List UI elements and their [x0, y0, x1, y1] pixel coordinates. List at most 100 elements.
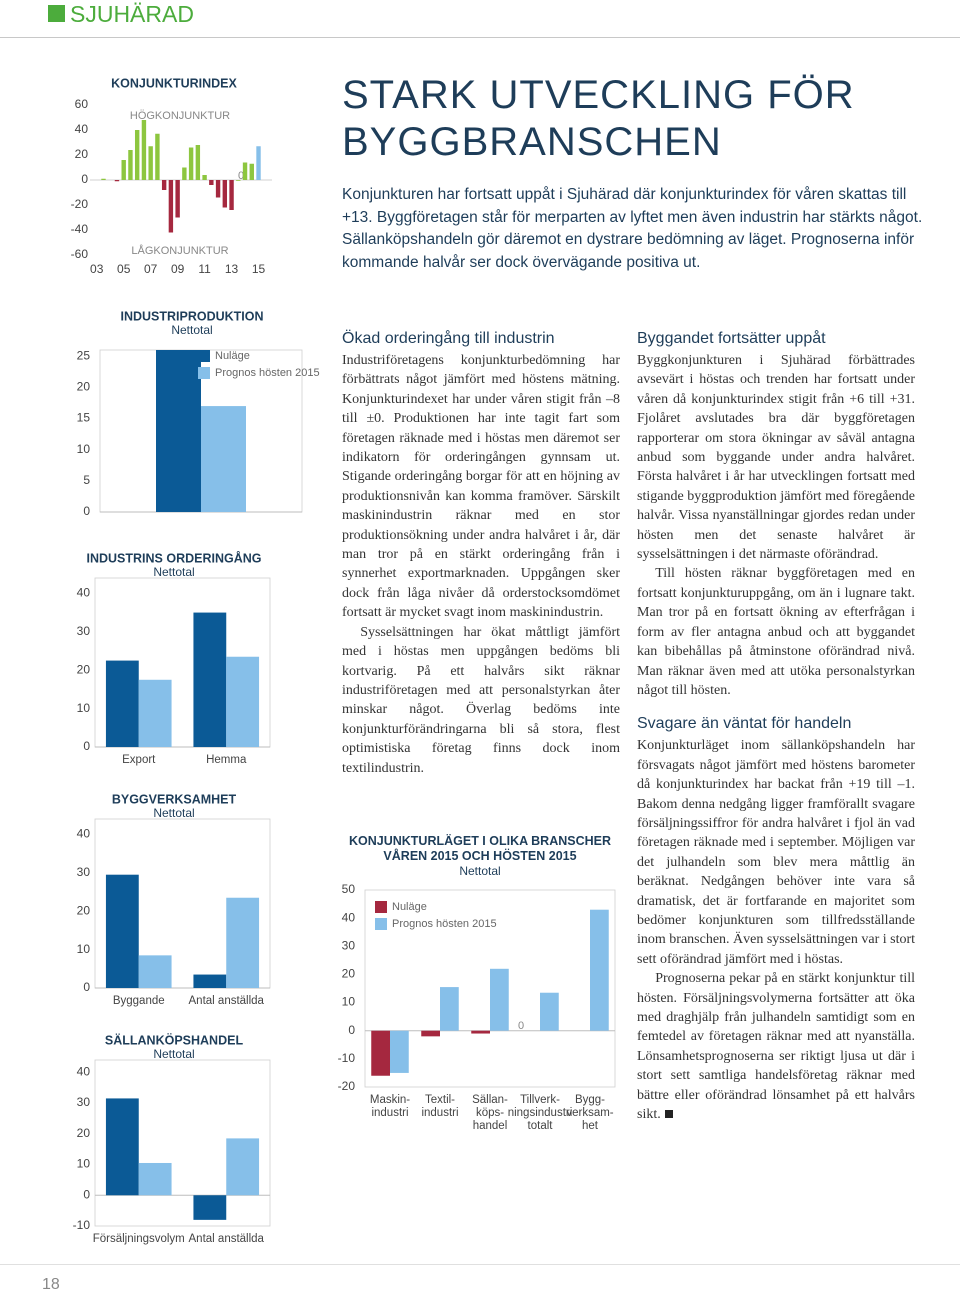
legend-label: Nuläge [392, 901, 427, 913]
y-tick-label: 15 [77, 411, 91, 425]
y-tick-label: 10 [77, 701, 91, 715]
bar [249, 163, 254, 180]
chart-subtitle: Nettotal [153, 565, 194, 579]
x-tick-label: Antal anställda [189, 995, 265, 1007]
plot-frame [364, 889, 616, 1088]
y-tick-label: -10 [73, 1218, 91, 1232]
bar [236, 180, 241, 181]
y-tick-label: 40 [75, 122, 89, 136]
bar [161, 180, 167, 190]
bar [590, 909, 609, 1031]
x-tick-label: 07 [144, 262, 158, 276]
bar [182, 167, 187, 180]
bar [215, 180, 221, 198]
bar [490, 968, 509, 1031]
bar [105, 660, 139, 747]
bar [193, 974, 227, 988]
paragraph: Byggkonjunkturen i Sjuhärad förbättrades… [637, 353, 915, 563]
column: Byggandet fortsätter uppåt Byggkonjunktu… [637, 329, 915, 1124]
y-tick-label: 20 [77, 380, 91, 394]
bar [226, 897, 260, 988]
bar [540, 992, 559, 1031]
annotation: 0 [518, 1020, 524, 1032]
x-tick-label: Hemma [206, 754, 247, 766]
bar [114, 180, 120, 182]
y-tick-label: 0 [81, 172, 88, 186]
y-tick-label: 40 [342, 910, 356, 924]
x-tick-label: 05 [117, 262, 131, 276]
y-tick-label: -40 [71, 222, 89, 236]
bar [101, 178, 106, 180]
y-tick-label: 10 [342, 995, 356, 1009]
y-tick-label: 30 [77, 865, 91, 879]
x-tick-label: Antal anställda [189, 1233, 265, 1245]
forecast-bar [256, 146, 261, 180]
bar [242, 162, 248, 180]
y-tick-label: 0 [83, 739, 90, 753]
y-tick-label: -20 [71, 197, 89, 211]
bar [421, 1030, 440, 1037]
bar [138, 955, 172, 988]
bar [155, 133, 160, 180]
y-tick-label: 10 [77, 1157, 91, 1171]
chart-subtitle: Nettotal [459, 864, 500, 878]
column: Ökad orderingång till industrin Industri… [342, 329, 620, 778]
section-heading: Ökad orderingång till industrin [342, 330, 555, 347]
bar [201, 406, 246, 512]
bar [226, 1138, 260, 1196]
header-title: SJUHÄRAD [70, 1, 194, 27]
y-tick-label: 50 [342, 882, 356, 896]
legend-label: Prognos hösten 2015 [215, 367, 320, 379]
headline: STARK UTVECKLING FÖR BYGGBRANSCHEN [342, 73, 855, 164]
y-tick-label: 60 [75, 97, 89, 111]
legend-label: Prognos hösten 2015 [392, 918, 497, 930]
x-tick-label: Sällan-köps-handel [472, 1094, 508, 1132]
bar [471, 1030, 490, 1034]
x-tick-label: Byggande [113, 995, 165, 1007]
chart-subtitle: Nettotal [153, 1047, 194, 1061]
page-number: 18 [42, 1276, 60, 1293]
y-tick-label: 0 [83, 1187, 90, 1201]
bar [222, 180, 228, 208]
bar [371, 1030, 390, 1076]
y-tick-label: 40 [77, 586, 91, 600]
paragraph-text: Prognoserna pekar på en stärkt konjunktu… [637, 971, 915, 1123]
y-tick-label: 20 [77, 662, 91, 676]
x-tick-label: Försäljningsvolym [93, 1233, 185, 1245]
paragraph: Konjunkturläget inom sällanköpshandeln h… [637, 738, 916, 967]
y-tick-label: 20 [77, 903, 91, 917]
bar [156, 350, 201, 512]
y-tick-label: 40 [77, 1064, 91, 1078]
y-tick-label: 20 [77, 1126, 91, 1140]
y-tick-label: 30 [77, 1095, 91, 1109]
y-tick-label: -20 [338, 1079, 356, 1093]
bar [134, 130, 140, 180]
chart-subtitle: Nettotal [153, 806, 194, 820]
annotation: LÅGKONJUNKTUR [131, 244, 228, 257]
x-tick-label: Export [122, 754, 156, 766]
legend-swatch [375, 918, 387, 930]
y-tick-label: 25 [77, 348, 91, 362]
section-heading: Byggandet fortsätter uppåt [637, 330, 826, 347]
x-tick-label: Tillverk-ningsindustri totalt [508, 1094, 573, 1132]
y-tick-label: 30 [342, 938, 356, 952]
bar [138, 1162, 172, 1196]
x-tick-label: 13 [225, 262, 239, 276]
footer-rule [0, 1264, 960, 1265]
bar [193, 1195, 227, 1220]
bar [148, 146, 153, 180]
bar [121, 160, 126, 180]
legend-swatch [198, 350, 210, 362]
chart-title: KONJUNKTURINDEX [111, 76, 237, 90]
y-tick-label: 0 [83, 504, 90, 518]
x-tick-label: 11 [198, 262, 211, 276]
paragraph: Till hösten räknar byggföretagen med en … [637, 566, 915, 698]
chart-title: BYGGVERKSAMHET [112, 792, 237, 806]
section-heading: Svagare än väntat för handeln [637, 715, 852, 733]
bar [105, 874, 139, 988]
bar [440, 987, 459, 1031]
bar [193, 612, 227, 747]
end-mark [664, 1110, 673, 1119]
